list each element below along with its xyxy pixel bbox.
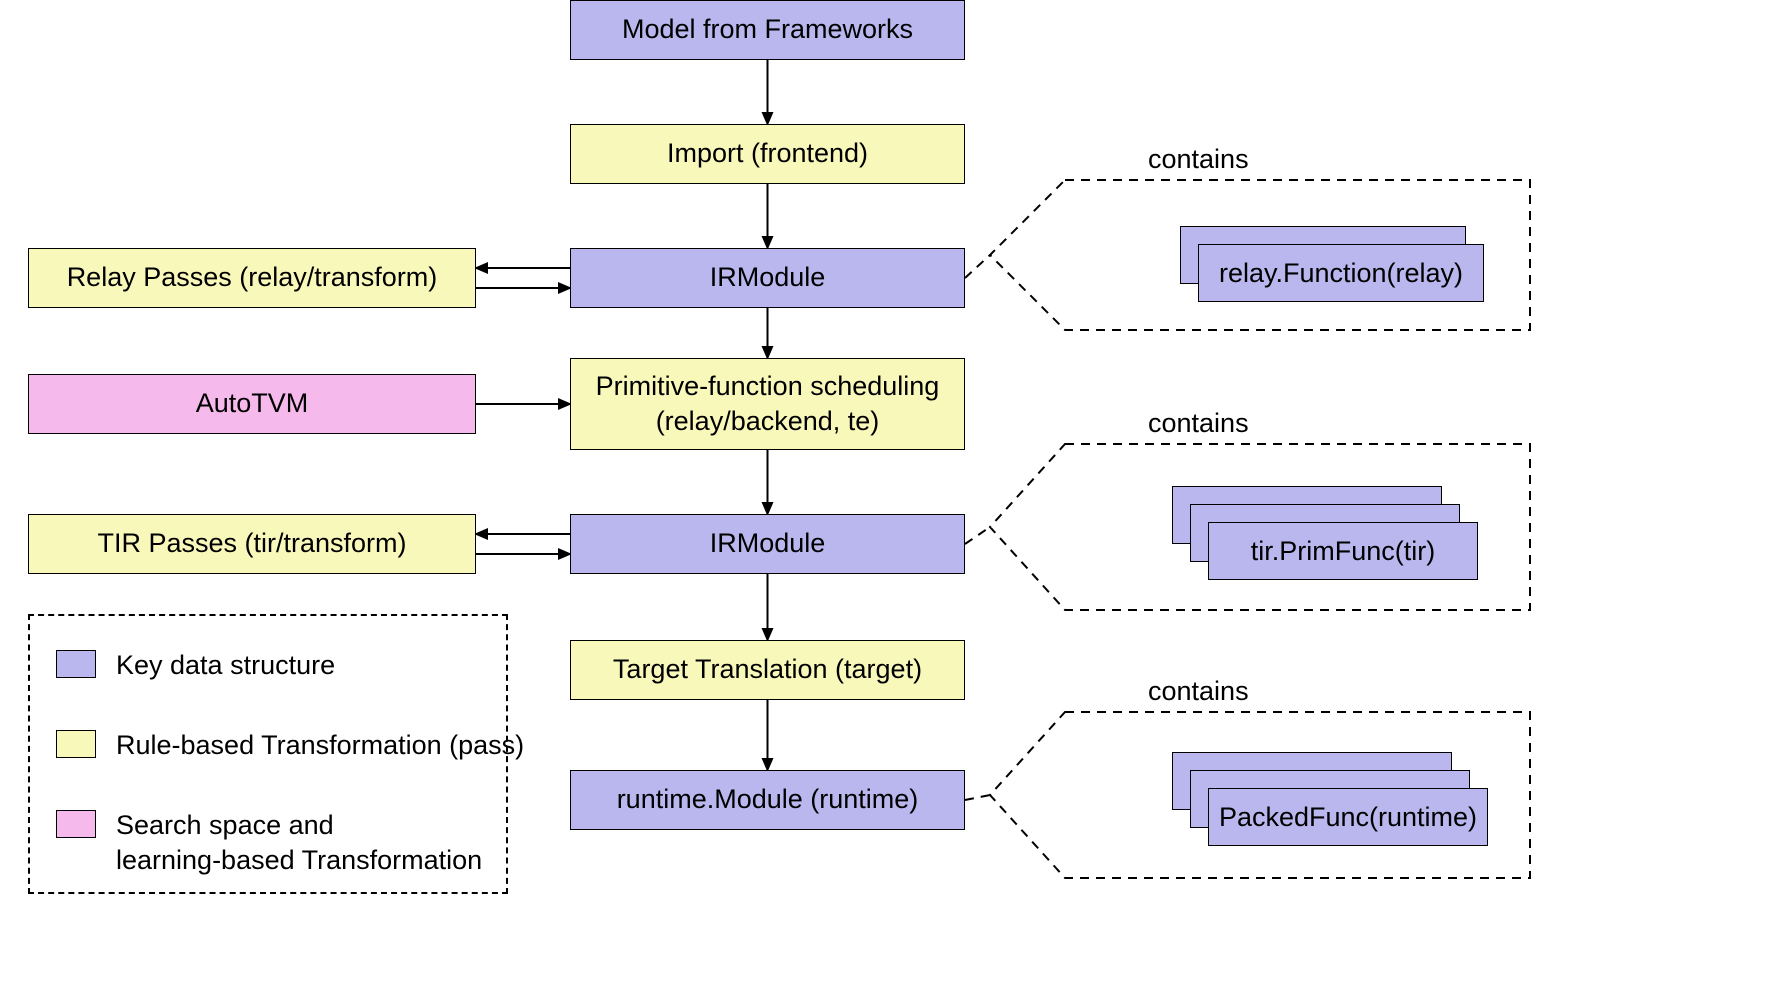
- node-autotvm: AutoTVM: [28, 374, 476, 434]
- edge-9: [965, 255, 990, 278]
- node-import_frontend: Import (frontend): [570, 124, 965, 184]
- legend-swatch-2: [56, 810, 96, 838]
- contains-title-c1: contains: [1148, 144, 1249, 175]
- legend-swatch-0: [56, 650, 96, 678]
- node-irmodule_1: IRModule: [570, 248, 965, 308]
- node-target_translation: Target Translation (target): [570, 640, 965, 700]
- node-runtime_module: runtime.Module (runtime): [570, 770, 965, 830]
- contains-title-c2: contains: [1148, 408, 1249, 439]
- node-model_from_frameworks: Model from Frameworks: [570, 0, 965, 60]
- node-tir_passes: TIR Passes (tir/transform): [28, 514, 476, 574]
- node-primitive_scheduling: Primitive-function scheduling(relay/back…: [570, 358, 965, 450]
- edge-10: [965, 527, 990, 544]
- edge-11: [965, 795, 990, 800]
- node-relay_passes: Relay Passes (relay/transform): [28, 248, 476, 308]
- contains-card-c3-0: PackedFunc(runtime): [1208, 788, 1488, 846]
- legend-label-2: Search space andlearning-based Transform…: [116, 808, 482, 878]
- legend-label-1: Rule-based Transformation (pass): [116, 728, 524, 763]
- contains-card-c2-0: tir.PrimFunc(tir): [1208, 522, 1478, 580]
- node-irmodule_2: IRModule: [570, 514, 965, 574]
- legend-label-0: Key data structure: [116, 648, 335, 683]
- contains-card-c1-0: relay.Function(relay): [1198, 244, 1484, 302]
- contains-title-c3: contains: [1148, 676, 1249, 707]
- legend-swatch-1: [56, 730, 96, 758]
